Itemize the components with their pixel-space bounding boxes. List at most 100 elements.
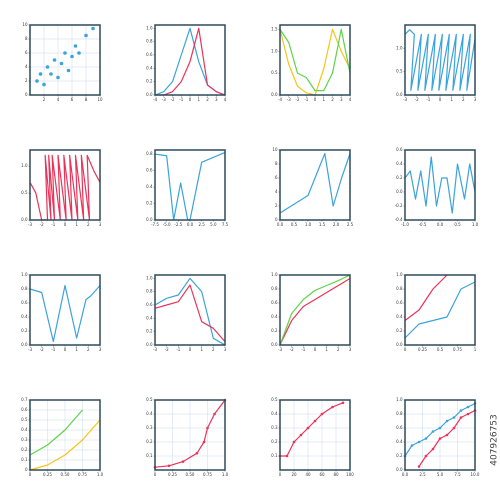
point-marker bbox=[313, 419, 317, 423]
x-tick-label: 80 bbox=[333, 472, 339, 477]
point-marker bbox=[459, 416, 463, 419]
scatter-point bbox=[73, 44, 78, 48]
x-tick-label: 3 bbox=[224, 347, 227, 352]
x-tick-label: 0.25 bbox=[418, 347, 427, 352]
plot-frame bbox=[154, 399, 226, 471]
x-tick-label: -1 bbox=[304, 97, 308, 102]
point-marker bbox=[431, 447, 435, 451]
y-tick-label: 0 bbox=[25, 467, 28, 472]
x-tick-label: -3 bbox=[403, 97, 407, 102]
y-tick-label: 0.0 bbox=[396, 189, 403, 194]
x-tick-label: -3 bbox=[28, 347, 32, 352]
x-tick-label: -0.5 bbox=[419, 222, 427, 227]
series-line bbox=[404, 281, 476, 339]
point-marker bbox=[438, 437, 442, 440]
y-tick-label: 0.8 bbox=[146, 39, 153, 44]
x-tick-label: 4 bbox=[224, 97, 227, 102]
point-marker bbox=[445, 419, 449, 423]
y-tick-label: 0.4 bbox=[21, 427, 28, 432]
x-tick-label: 3 bbox=[99, 347, 102, 352]
scatter-point bbox=[38, 72, 43, 76]
y-tick-label: 0.4 bbox=[21, 314, 28, 319]
point-marker bbox=[202, 440, 206, 444]
y-tick-label: 0.0 bbox=[21, 217, 28, 222]
x-tick-label: 2.0 bbox=[333, 222, 340, 227]
y-tick-label: 0.3 bbox=[146, 425, 153, 430]
y-tick-label: 1.0 bbox=[271, 272, 278, 277]
series-line bbox=[279, 152, 351, 214]
x-tick-label: 4 bbox=[57, 97, 60, 102]
plot-frame bbox=[404, 274, 476, 346]
y-tick-label: 0.6 bbox=[21, 407, 28, 412]
x-tick-label: 1.0 bbox=[305, 222, 312, 227]
y-tick-label: 0.5 bbox=[396, 69, 403, 74]
y-tick-label: 0.5 bbox=[271, 70, 278, 75]
x-tick-label: -3 bbox=[278, 347, 282, 352]
x-tick-label: 2 bbox=[212, 347, 215, 352]
plot-frame bbox=[279, 149, 351, 221]
point-marker bbox=[438, 426, 442, 430]
x-tick-label: 3 bbox=[340, 97, 343, 102]
y-tick-label: 0.2 bbox=[271, 439, 278, 444]
x-tick-label: 100 bbox=[346, 472, 354, 477]
x-tick-label: 0 bbox=[279, 472, 282, 477]
point-marker bbox=[306, 426, 310, 430]
x-tick-label: 1 bbox=[75, 222, 78, 227]
scatter-point bbox=[77, 51, 81, 55]
x-tick-label: 0 bbox=[154, 472, 157, 477]
x-tick-label: 0.50 bbox=[186, 472, 195, 477]
y-tick-label: 0.1 bbox=[146, 453, 153, 458]
plot-frame bbox=[404, 24, 476, 96]
y-tick-label: 0.2 bbox=[21, 447, 28, 452]
x-tick-label: 3 bbox=[349, 347, 352, 352]
x-tick-label: -3 bbox=[28, 222, 32, 227]
y-tick-label: 0.0 bbox=[396, 467, 403, 472]
y-tick-label: 0.6 bbox=[271, 300, 278, 305]
y-tick-label: 1.5 bbox=[271, 26, 278, 31]
y-tick-label: 0.6 bbox=[21, 300, 28, 305]
x-tick-label: -1 bbox=[51, 347, 55, 352]
y-tick-label: 0.2 bbox=[21, 328, 28, 333]
series-line bbox=[279, 277, 351, 346]
x-tick-label: 0.25 bbox=[43, 472, 52, 477]
series-line bbox=[29, 419, 101, 471]
point-marker bbox=[417, 465, 421, 468]
plot-frame bbox=[404, 149, 476, 221]
y-tick-label: 0.2 bbox=[271, 328, 278, 333]
x-tick-label: -2.5 bbox=[174, 222, 182, 227]
y-tick-label: 0.5 bbox=[21, 417, 28, 422]
x-tick-label: 7.5 bbox=[222, 222, 229, 227]
series-line bbox=[155, 27, 226, 96]
x-tick-label: 0.75 bbox=[453, 347, 462, 352]
y-tick-label: -0.2 bbox=[395, 203, 403, 208]
x-tick-label: 3 bbox=[474, 97, 477, 102]
x-tick-label: 10.0 bbox=[471, 472, 480, 477]
x-tick-label: 1 bbox=[200, 347, 203, 352]
y-tick-label: 0.8 bbox=[396, 411, 403, 416]
x-tick-label: 2 bbox=[43, 97, 46, 102]
y-tick-label: 8 bbox=[275, 161, 278, 166]
x-tick-label: 8 bbox=[85, 97, 88, 102]
x-tick-label: -4 bbox=[278, 97, 282, 102]
x-tick-label: 3 bbox=[215, 97, 218, 102]
x-tick-label: 0 bbox=[64, 347, 67, 352]
point-marker bbox=[213, 412, 216, 416]
y-tick-label: 0.0 bbox=[21, 342, 28, 347]
y-tick-label: 0.4 bbox=[146, 315, 153, 320]
x-tick-label: 0.25 bbox=[168, 472, 177, 477]
series-line bbox=[154, 284, 226, 343]
y-tick-label: 0.8 bbox=[21, 286, 28, 291]
x-tick-label: 0.5 bbox=[454, 222, 461, 227]
point-marker bbox=[424, 454, 428, 458]
x-tick-label: 1.0 bbox=[472, 222, 479, 227]
y-tick-label: 0.6 bbox=[146, 52, 153, 57]
x-tick-label: -1 bbox=[179, 97, 183, 102]
y-tick-label: 0.3 bbox=[21, 437, 28, 442]
point-marker bbox=[452, 416, 456, 419]
scatter-point bbox=[35, 79, 39, 83]
scatter-point bbox=[56, 75, 60, 80]
y-tick-label: 0.6 bbox=[396, 300, 403, 305]
y-tick-label: 4 bbox=[275, 189, 278, 194]
y-tick-label: 0.0 bbox=[271, 342, 278, 347]
